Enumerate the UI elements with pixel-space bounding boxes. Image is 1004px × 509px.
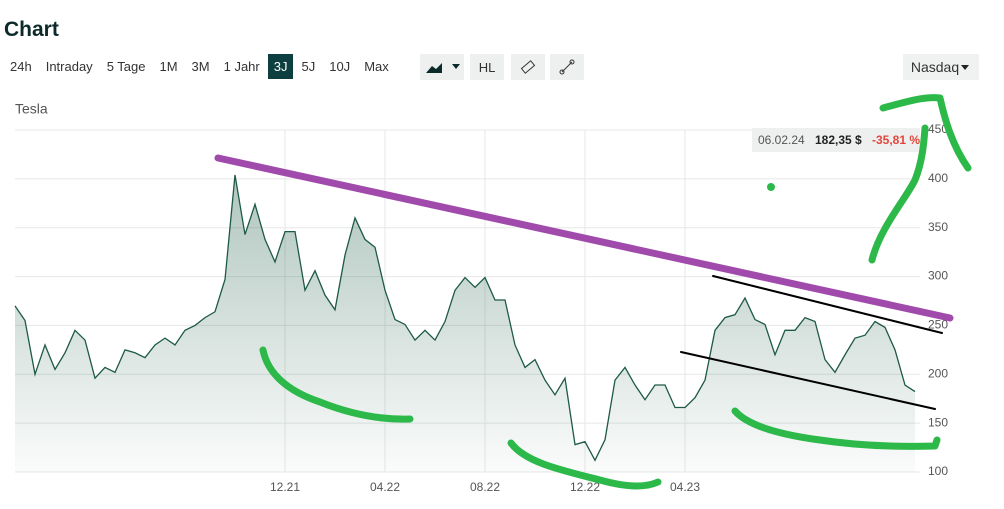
y-tick-label: 400 (928, 171, 948, 185)
tooltip-change: -35,81 % (872, 133, 920, 147)
x-tick-label: 12.22 (570, 480, 600, 494)
area (15, 174, 915, 472)
x-tick-label: 04.22 (370, 480, 400, 494)
range-button[interactable]: Max (364, 59, 389, 74)
measure-button[interactable] (511, 54, 545, 80)
range-button[interactable]: 5 Tage (106, 59, 146, 74)
exchange-select[interactable]: Nasdaq (903, 54, 979, 80)
range-button[interactable]: 24h (10, 59, 32, 74)
range-selector: 24h Intraday 5 Tage 1M 3M 1 Jahr 3J 5J 10J Max (4, 54, 395, 79)
line (14, 174, 916, 462)
channel-line (680, 351, 936, 410)
channel-line (712, 275, 943, 334)
chart-type-button[interactable] (420, 54, 464, 80)
tooltip-date: 06.02.24 (758, 133, 805, 147)
tooltip-price: 182,35 $ (815, 133, 862, 147)
trend-line-drawing (214, 154, 954, 322)
dropdown-arrow (961, 65, 970, 70)
y-tick-label: 100 (928, 464, 948, 478)
page-title: Chart (4, 18, 59, 41)
scribble (259, 346, 414, 423)
y-tick-label: 250 (928, 318, 948, 332)
tooltip-box (752, 128, 920, 152)
y-tick-label: 300 (928, 269, 948, 283)
scribble (731, 407, 941, 450)
dot-scribble (767, 183, 775, 191)
range-button[interactable]: Intraday (45, 59, 93, 74)
y-tick-label: 350 (928, 220, 948, 234)
y-tick-label: 150 (928, 415, 948, 429)
scribble (507, 439, 662, 490)
y-tick-label: 450 (928, 122, 948, 136)
range-button[interactable]: 5J (301, 59, 316, 74)
x-tick-label: 12.21 (270, 480, 300, 494)
ruler-icon (520, 60, 536, 74)
hl-button[interactable]: HL (470, 54, 504, 80)
chart-type-icon (426, 63, 460, 73)
range-button[interactable]: 10J (329, 59, 351, 74)
range-button[interactable]: 1 Jahr (223, 59, 260, 74)
line-tool-icon (559, 59, 575, 75)
arrow-scribble (868, 124, 929, 264)
exchange-label: Nasdaq (910, 59, 960, 75)
x-tick-label: 08.22 (470, 480, 500, 494)
arrow-scribble (879, 94, 972, 172)
range-button[interactable]: 1M (159, 59, 178, 74)
annotations (214, 94, 972, 490)
range-button[interactable]: 3M (191, 59, 210, 74)
y-tick-label: 200 (928, 366, 948, 380)
x-tick-label: 04.23 (670, 480, 700, 494)
draw-button[interactable] (550, 54, 584, 80)
chart-title: Tesla (15, 101, 48, 117)
range-button[interactable]: 3J (267, 54, 294, 79)
